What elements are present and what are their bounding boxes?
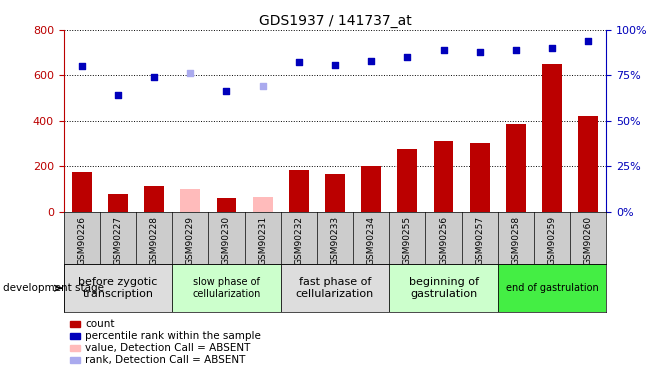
Point	[474, 49, 485, 55]
Point	[221, 88, 232, 94]
Text: GSM90233: GSM90233	[330, 216, 340, 265]
Text: slow phase of
cellularization: slow phase of cellularization	[192, 278, 261, 299]
Point	[511, 48, 521, 54]
Point	[257, 83, 268, 89]
Text: count: count	[85, 320, 115, 329]
Text: GSM90260: GSM90260	[584, 216, 593, 265]
Bar	[281, 264, 389, 312]
Text: GSM90255: GSM90255	[403, 216, 412, 265]
Point	[547, 45, 557, 51]
Bar	[361, 166, 381, 212]
Text: GSM90231: GSM90231	[258, 216, 267, 265]
Text: percentile rank within the sample: percentile rank within the sample	[85, 332, 261, 341]
Bar	[433, 141, 454, 212]
Point	[76, 63, 87, 69]
Bar	[253, 197, 273, 212]
Text: value, Detection Call = ABSENT: value, Detection Call = ABSENT	[85, 344, 251, 353]
Bar	[64, 264, 172, 312]
Bar	[542, 64, 562, 212]
Point	[438, 48, 449, 54]
Point	[330, 62, 340, 68]
Text: GSM90232: GSM90232	[294, 216, 304, 265]
Bar	[506, 124, 526, 212]
Text: GSM90228: GSM90228	[149, 216, 159, 265]
Title: GDS1937 / 141737_at: GDS1937 / 141737_at	[259, 13, 411, 28]
Text: rank, Detection Call = ABSENT: rank, Detection Call = ABSENT	[85, 356, 245, 365]
Point	[366, 58, 377, 64]
Text: development stage: development stage	[3, 283, 105, 293]
Bar	[325, 174, 345, 212]
Bar	[397, 149, 417, 212]
Bar	[578, 116, 598, 212]
Bar	[498, 264, 606, 312]
Point	[402, 54, 413, 60]
Text: GSM90226: GSM90226	[77, 216, 86, 265]
Bar	[180, 189, 200, 212]
Text: GSM90230: GSM90230	[222, 216, 231, 265]
Text: GSM90227: GSM90227	[113, 216, 123, 265]
Bar	[289, 170, 309, 212]
Text: GSM90229: GSM90229	[186, 216, 195, 265]
Text: fast phase of
cellularization: fast phase of cellularization	[296, 278, 374, 299]
Bar	[108, 194, 128, 212]
Bar	[144, 186, 164, 212]
Text: GSM90256: GSM90256	[439, 216, 448, 265]
Bar	[389, 264, 498, 312]
Point	[113, 92, 123, 98]
Point	[185, 70, 196, 76]
Text: beginning of
gastrulation: beginning of gastrulation	[409, 278, 478, 299]
Point	[583, 38, 594, 44]
Text: before zygotic
transcription: before zygotic transcription	[78, 278, 157, 299]
Point	[149, 74, 159, 80]
Bar	[216, 198, 237, 212]
Point	[293, 59, 304, 65]
Text: GSM90258: GSM90258	[511, 216, 521, 265]
Text: GSM90234: GSM90234	[366, 216, 376, 265]
Text: GSM90259: GSM90259	[547, 216, 557, 265]
Bar	[172, 264, 281, 312]
Bar	[72, 172, 92, 212]
Text: end of gastrulation: end of gastrulation	[506, 283, 598, 293]
Text: GSM90257: GSM90257	[475, 216, 484, 265]
Bar	[470, 142, 490, 212]
